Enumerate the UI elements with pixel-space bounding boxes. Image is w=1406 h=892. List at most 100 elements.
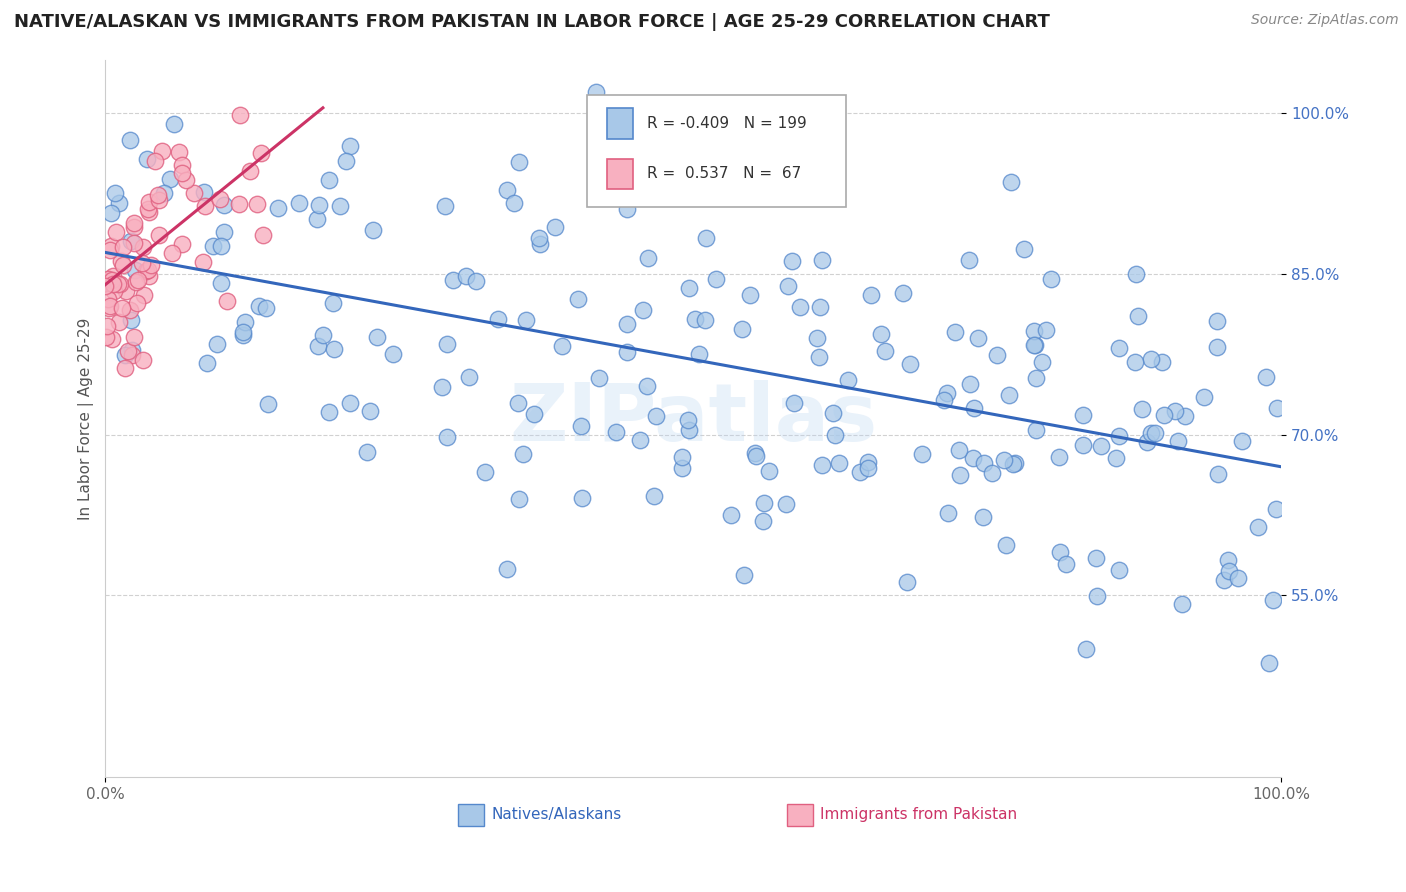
Point [132,353,155,368]
Point [256,397,278,411]
Point [1071,438,1094,452]
Point [97,301,120,315]
Point [1039,272,1062,286]
Point [811,252,834,267]
Point [571,491,593,505]
Point [108,277,131,291]
Point [232,325,254,339]
Point [636,378,658,392]
Point [935,385,957,400]
Point [1049,545,1071,559]
Point [1090,439,1112,453]
Point [474,465,496,479]
Point [98,299,121,313]
Point [121,343,143,358]
Point [778,279,800,293]
Point [1208,467,1230,482]
Point [1130,401,1153,416]
Point [683,312,706,326]
Point [1108,563,1130,577]
Point [1071,408,1094,422]
Point [616,344,638,359]
Point [174,173,197,187]
Point [194,199,217,213]
Point [733,568,755,582]
Point [943,325,966,339]
Point [127,273,149,287]
Point [1174,409,1197,423]
Point [1024,338,1046,352]
Point [911,447,934,461]
Point [616,202,638,216]
Point [208,192,231,206]
Point [183,186,205,201]
Point [211,276,233,290]
Point [645,409,668,423]
Point [695,231,717,245]
Point [111,258,134,272]
Point [201,239,224,253]
Point [496,183,519,197]
Point [1164,404,1187,418]
Point [122,216,145,230]
Point [228,197,250,211]
Point [323,342,346,356]
Point [758,464,780,478]
Point [706,271,728,285]
Point [962,450,984,465]
Point [824,428,846,442]
Point [1084,551,1107,566]
Point [1167,434,1189,449]
Point [247,299,270,313]
Point [997,388,1019,402]
Point [848,466,870,480]
Point [605,425,627,439]
Point [550,339,572,353]
Point [138,205,160,219]
Point [993,452,1015,467]
Point [267,202,290,216]
Point [671,461,693,475]
Point [496,562,519,576]
Point [569,419,592,434]
Point [1218,564,1240,578]
Point [1022,324,1045,338]
Point [122,330,145,344]
Point [107,277,129,291]
Point [1265,501,1288,516]
Point [588,371,610,385]
Point [215,293,238,308]
Point [97,292,120,306]
Point [1000,175,1022,189]
Point [506,396,529,410]
Text: NATIVE/ALASKAN VS IMMIGRANTS FROM PAKISTAN IN LABOR FORCE | AGE 25-29 CORRELATIO: NATIVE/ALASKAN VS IMMIGRANTS FROM PAKIST… [14,13,1050,31]
Point [1226,570,1249,584]
Point [1085,589,1108,603]
Point [1206,314,1229,328]
Point [101,277,124,291]
Point [1024,338,1046,352]
Point [671,450,693,464]
Point [678,423,700,437]
Point [101,269,124,284]
Point [136,152,159,166]
Point [115,284,138,298]
Text: Source: ZipAtlas.com: Source: ZipAtlas.com [1251,13,1399,28]
Point [229,108,252,122]
FancyBboxPatch shape [588,95,846,207]
Point [150,144,173,158]
Point [117,344,139,359]
Point [529,231,551,245]
Point [246,197,269,211]
Point [1105,450,1128,465]
Point [125,275,148,289]
Point [1144,425,1167,440]
Point [859,288,882,302]
Point [1025,423,1047,437]
Point [118,133,141,147]
Point [100,239,122,253]
Point [456,269,478,284]
Point [136,263,159,277]
Point [339,139,361,153]
Point [1254,370,1277,384]
